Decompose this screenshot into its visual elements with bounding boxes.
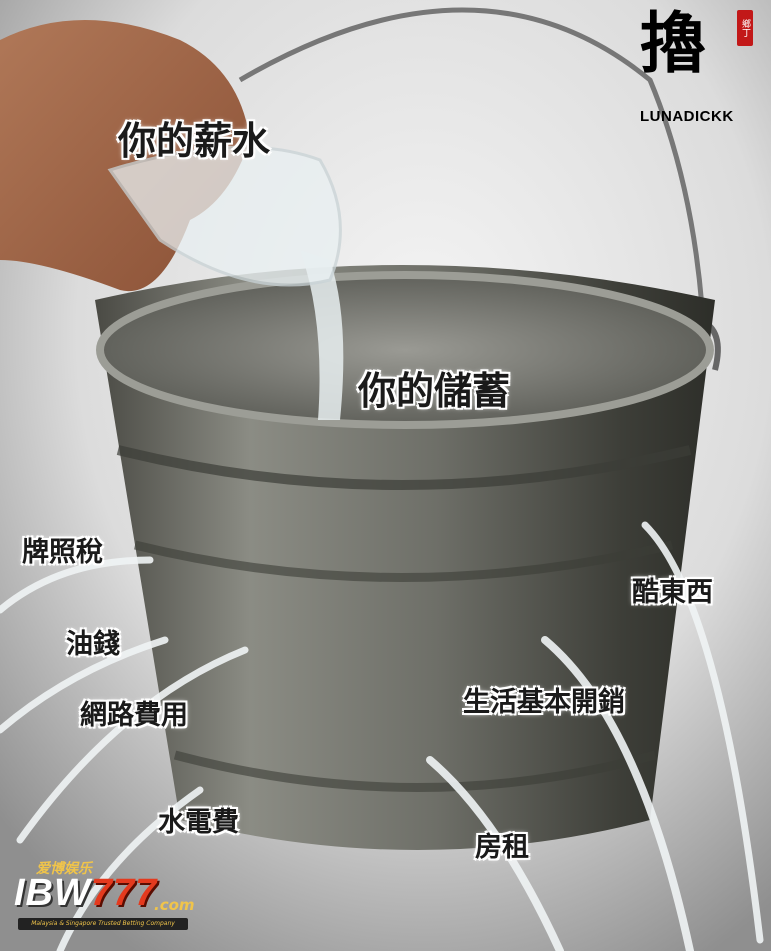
label-salary: 你的薪水 bbox=[118, 119, 271, 163]
logo-main-text: IBW777 bbox=[14, 872, 157, 915]
label-cool-stuff: 酷東西 bbox=[632, 577, 713, 608]
label-fuel: 油錢 bbox=[66, 629, 120, 660]
bucket-handle bbox=[238, 7, 708, 361]
label-savings: 你的儲蓄 bbox=[358, 369, 511, 413]
logo-brand-number: 777 bbox=[90, 872, 158, 914]
watermark-name: LUNADICKK bbox=[640, 108, 734, 125]
label-internet: 網路費用 bbox=[80, 700, 188, 731]
water-surface bbox=[96, 271, 714, 429]
ibw777-logo: 爱博娱乐 IBW777 .com Malaysia & Singapore Tr… bbox=[14, 858, 204, 936]
logo-brand-prefix: IBW bbox=[14, 872, 91, 914]
watermark-logo-char: 擼 bbox=[640, 4, 706, 82]
watermark-seal: 鄉丁 bbox=[737, 10, 753, 46]
label-utilities: 水電費 bbox=[158, 807, 239, 838]
logo-top-text: 爱博娱乐 bbox=[36, 861, 92, 877]
label-license-tax: 牌照稅 bbox=[22, 537, 103, 568]
logo-domain: .com bbox=[154, 896, 195, 914]
label-living-costs: 生活基本開銷 bbox=[463, 687, 625, 718]
label-rent: 房租 bbox=[475, 832, 529, 863]
logo-tagline: Malaysia & Singapore Trusted Betting Com… bbox=[18, 918, 188, 930]
glass bbox=[107, 145, 342, 287]
pouring-water bbox=[300, 250, 344, 420]
